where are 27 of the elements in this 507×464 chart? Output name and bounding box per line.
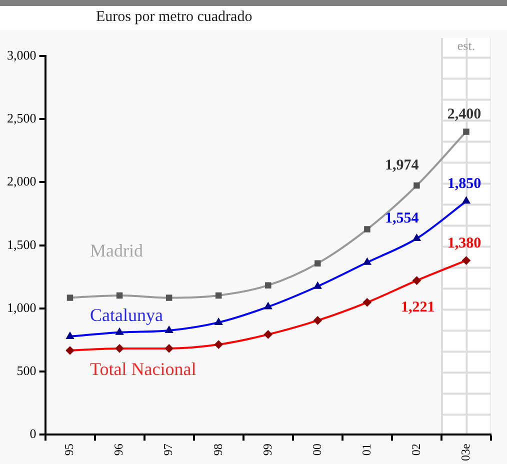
x-tick-label: 03e	[458, 444, 472, 461]
series-label: Total Nacional	[90, 359, 196, 380]
y-tick-label: 2,000	[7, 174, 36, 189]
x-tick-label: 00	[310, 444, 324, 456]
x-tick-label: 98	[210, 444, 225, 456]
data-label: 1,554	[384, 210, 420, 226]
x-tick-label: 97	[161, 444, 176, 456]
y-tick-label: 0	[30, 426, 36, 442]
x-tick-label: 99	[260, 444, 274, 456]
x-tick-label: 02	[408, 444, 423, 456]
x-tick-label: 95	[62, 444, 76, 456]
data-label: 1,221	[400, 299, 435, 316]
series-label: Madrid	[90, 240, 144, 260]
band-label: est.	[457, 38, 476, 53]
data-label: 1,850	[447, 176, 482, 192]
x-tick-label: 96	[112, 444, 126, 456]
data-label: 2,400	[447, 106, 482, 123]
data-label: 1,974	[384, 157, 420, 174]
y-tick-label: 3,000	[7, 47, 36, 62]
chart-title: Euros por metro cuadrado	[96, 9, 252, 26]
y-tick-label: 500	[16, 362, 36, 378]
y-tick-label: 1,000	[7, 300, 36, 315]
x-tick-label: 01	[359, 444, 374, 456]
series-label: Catalunya	[90, 305, 163, 326]
y-tick-label: 2,500	[7, 110, 36, 126]
data-label: 1,380	[447, 235, 482, 252]
y-tick-label: 1,500	[7, 236, 36, 252]
